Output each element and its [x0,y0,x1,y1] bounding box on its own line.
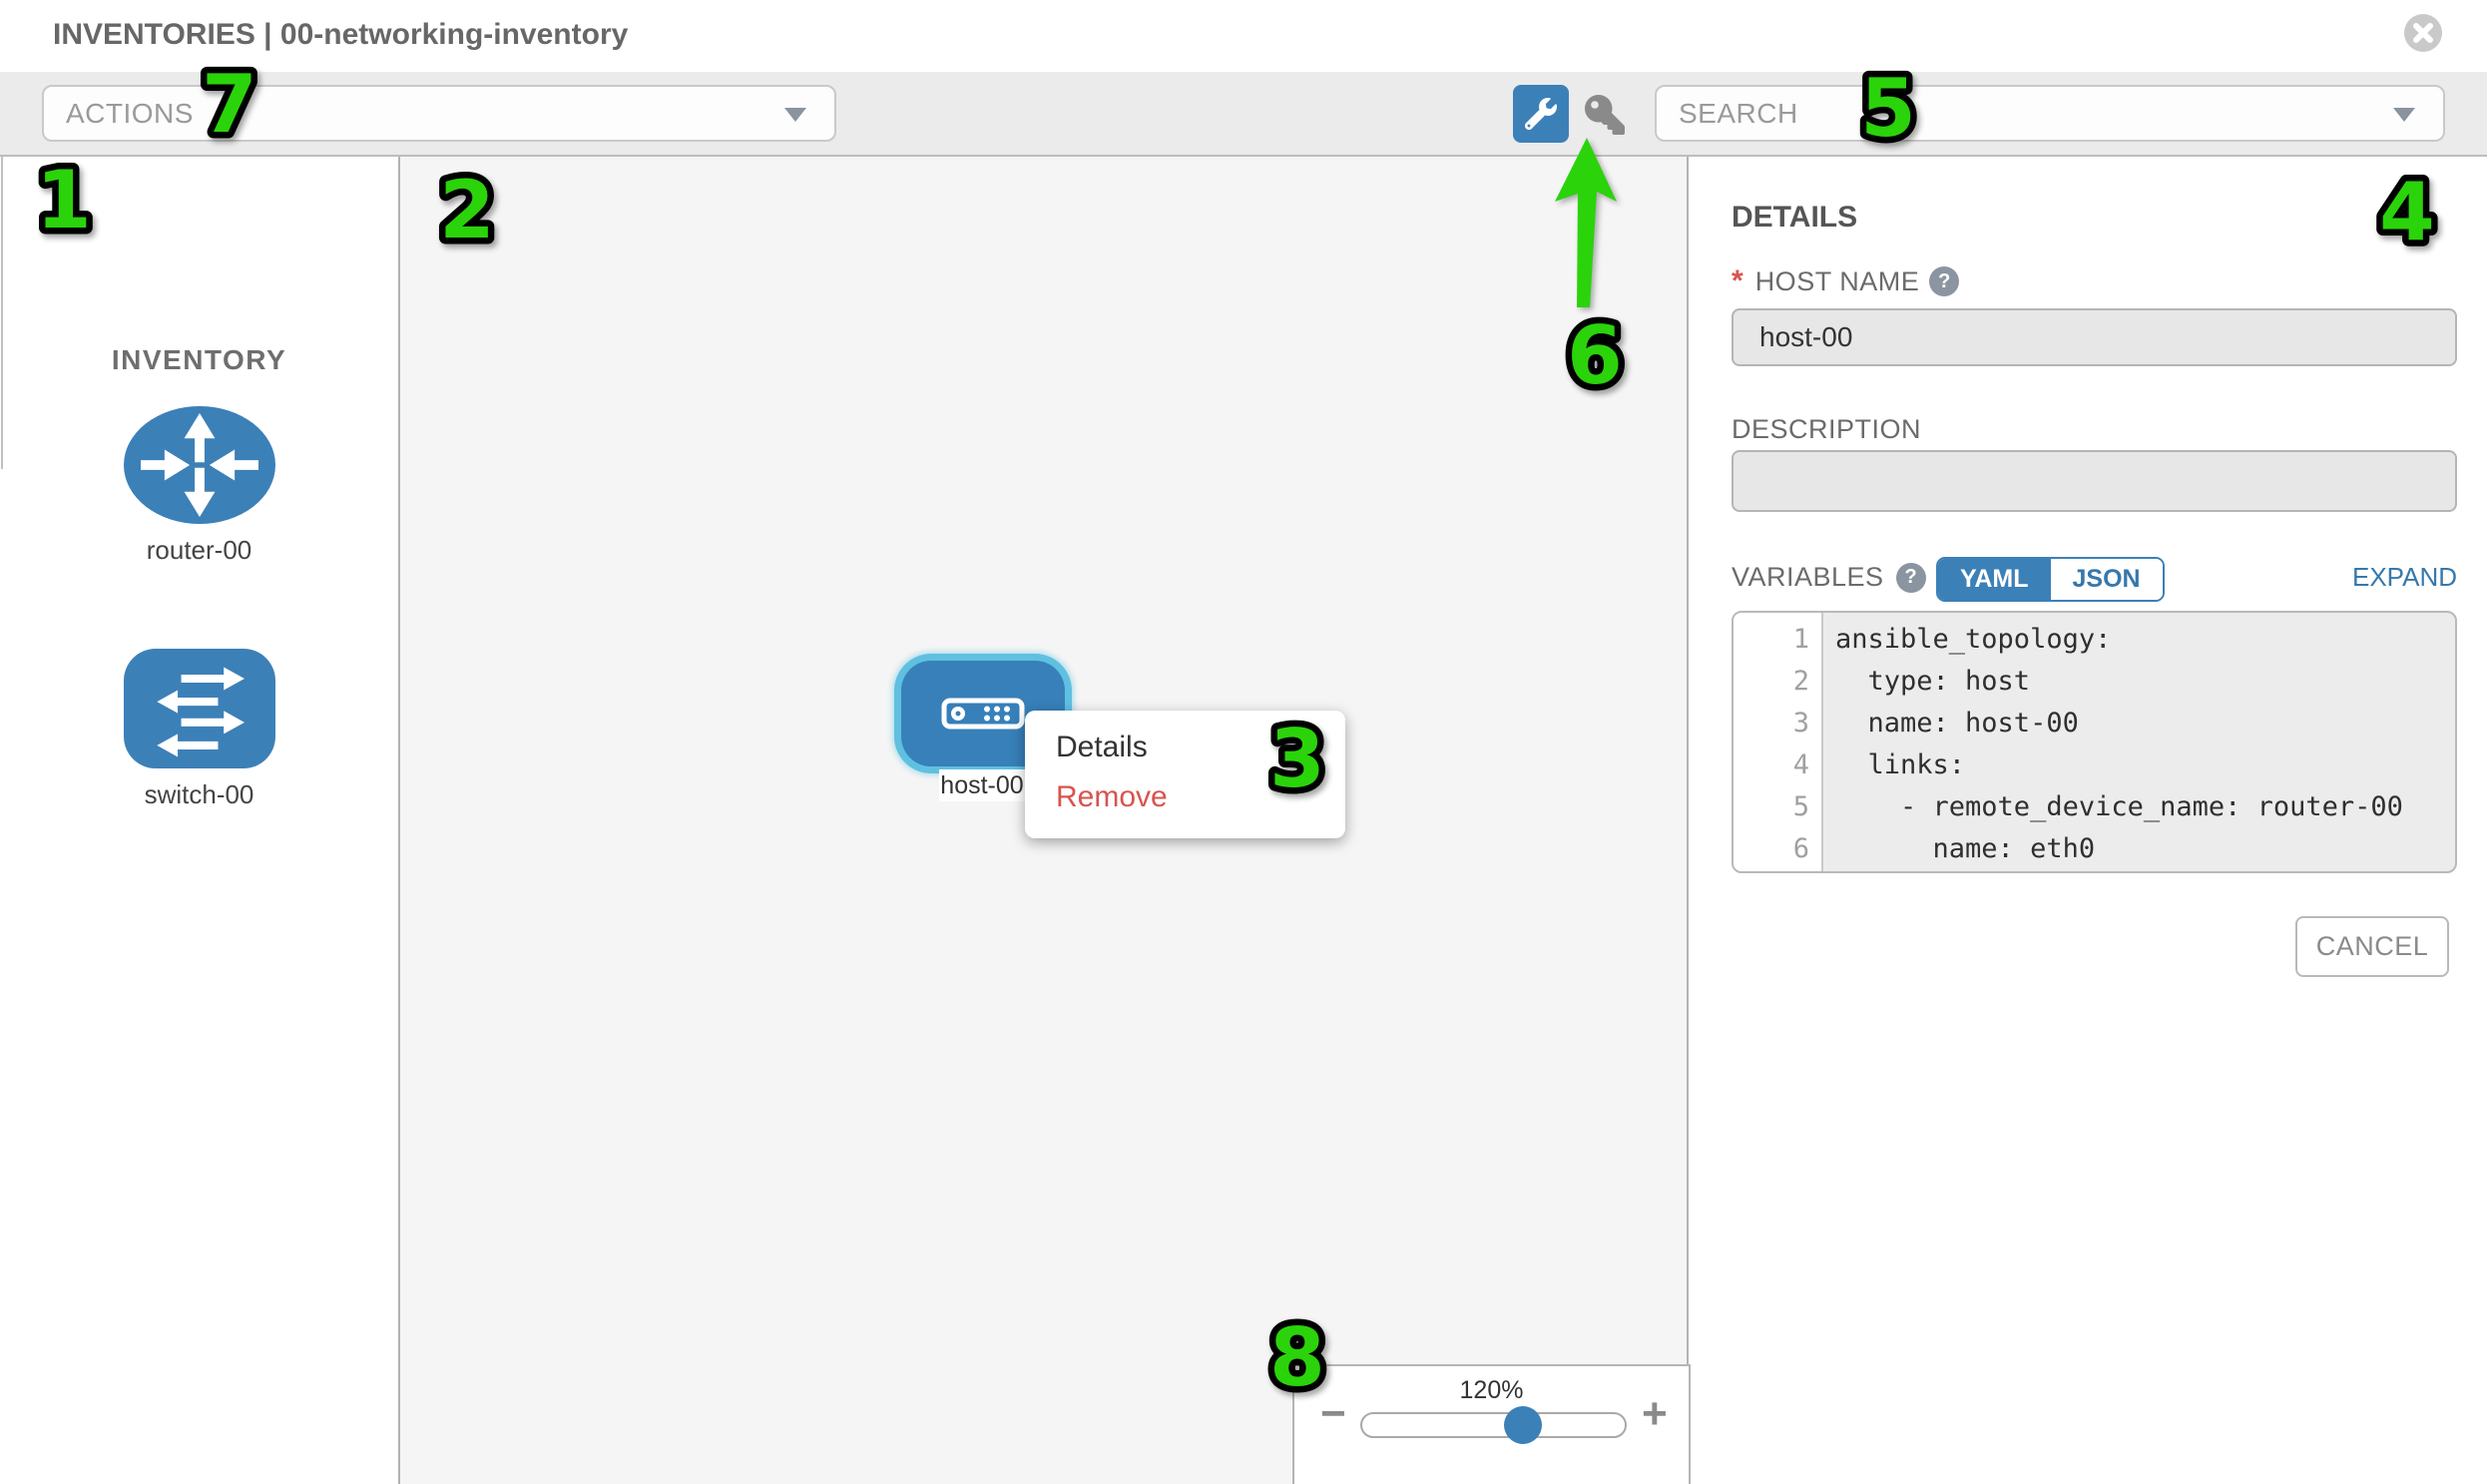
zoom-slider-thumb[interactable] [1504,1406,1542,1444]
variables-code-editor[interactable]: 1 ansible_topology: 2 type: host 3 name: … [1732,611,2457,873]
cancel-button[interactable]: CANCEL [2295,916,2449,977]
description-input[interactable] [1732,450,2457,512]
chevron-down-icon [784,108,806,122]
switch-icon [123,649,275,768]
node-context-menu: Details Remove [1025,711,1345,838]
breadcrumb-item: 00-networking-inventory [279,18,629,51]
tools-button[interactable] [1513,85,1569,143]
credentials-key-button[interactable] [1583,93,1627,137]
zoom-slider-track[interactable] [1360,1406,1627,1444]
editor-line: 7 remote_interface_name: eth0 [1734,870,2455,871]
zoom-in-button[interactable]: + [1642,1389,1668,1438]
editor-lines: 1 ansible_topology: 2 type: host 3 name: … [1734,619,2455,871]
search-dropdown-label: SEARCH [1679,97,1798,129]
zoom-control: 120% − + [1292,1364,1691,1484]
editor-line-number-gutter [1734,613,1823,871]
chevron-down-icon [2393,108,2415,122]
required-asterisk: * [1732,264,1743,297]
inventory-sidebar: INVENTORY router-00 [0,157,398,1484]
details-panel: DETAILS * HOST NAME ? DESCRIPTION VARIAB… [1691,157,2487,1484]
description-label: DESCRIPTION [1732,414,1922,444]
editor-line: 4 links: [1792,749,1966,780]
sidebar-scrollbar[interactable] [1,157,3,469]
host-node-label: host-00 [939,769,1025,801]
tab-yaml[interactable]: YAML [1938,559,2051,600]
menu-item-details[interactable]: Details [1056,731,1148,763]
actions-dropdown-label: ACTIONS [66,97,194,129]
close-icon[interactable] [2404,14,2442,52]
editor-line: 6 name: eth0 [1792,833,2096,864]
editor-line: 1 ansible_topology: [1792,624,2112,655]
sidebar-item-label: router-00 [146,535,252,565]
editor-line: 3 name: host-00 [1792,708,2079,739]
help-icon[interactable]: ? [1895,562,1926,593]
help-icon[interactable]: ? [1929,266,1960,296]
variables-label-row: VARIABLES ? [1732,562,1926,593]
sidebar-item-router[interactable]: router-00 [0,406,398,566]
sidebar-heading: INVENTORY [111,344,287,375]
toolbar: ACTIONS SEARCH [0,72,2487,157]
actions-dropdown[interactable]: ACTIONS [42,85,836,142]
zoom-percent-label: 120% [1459,1376,1524,1404]
sidebar-item-label: switch-00 [144,779,254,809]
expand-link[interactable]: EXPAND [2352,562,2457,592]
router-icon [123,406,275,524]
server-icon [941,698,1025,730]
breadcrumb-separator: | [263,18,272,51]
host-name-label: HOST NAME [1754,265,1920,296]
header-bar: INVENTORIES | 00-networking-inventory [0,0,2487,72]
host-name-field-label-row: * HOST NAME ? [1732,264,1960,298]
panel-heading: DETAILS [1732,201,1858,234]
host-name-input[interactable] [1732,308,2457,366]
breadcrumb-section: INVENTORIES [53,18,255,51]
search-dropdown[interactable]: SEARCH [1655,85,2445,142]
zoom-out-button[interactable]: − [1320,1389,1346,1438]
editor-line: 5 - remote_device_name: router-00 [1792,791,2403,822]
sidebar-item-switch[interactable]: switch-00 [0,649,398,810]
variables-format-toggle: YAML JSON [1936,557,2165,602]
menu-item-remove[interactable]: Remove [1056,780,1168,813]
wrench-icon [1525,98,1557,130]
key-icon [1585,95,1625,135]
tab-json[interactable]: JSON [2050,559,2163,600]
editor-line: 2 type: host [1792,666,2031,697]
variables-label: VARIABLES [1732,562,1884,592]
page-title: INVENTORIES | 00-networking-inventory [53,18,628,52]
